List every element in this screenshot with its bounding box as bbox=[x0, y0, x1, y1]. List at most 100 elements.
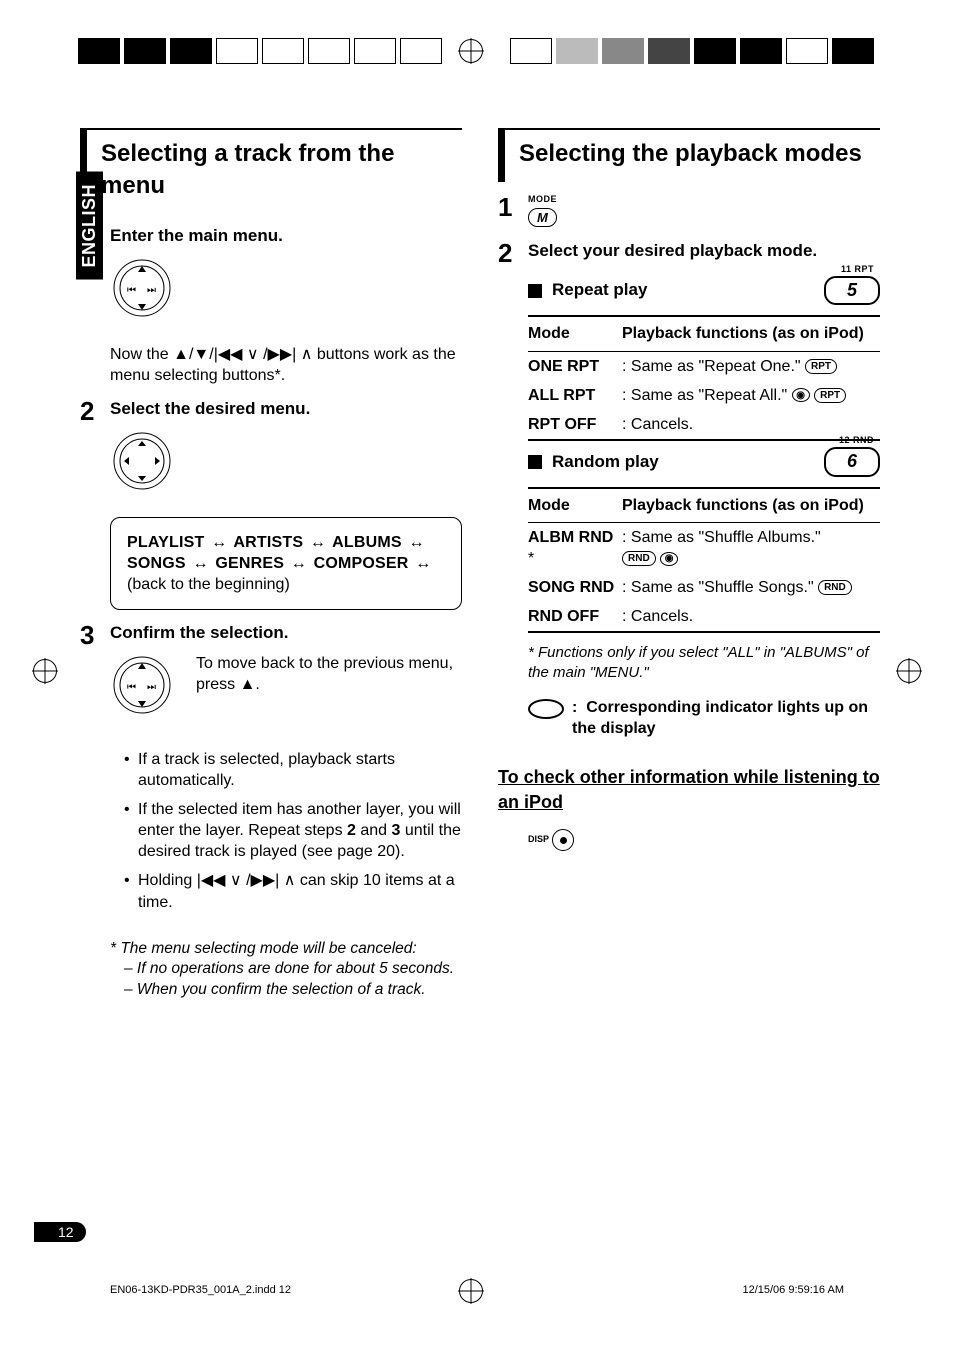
check-heading: To check other information while listeni… bbox=[498, 765, 880, 815]
print-cell bbox=[694, 38, 736, 64]
print-cell bbox=[262, 38, 304, 64]
note-item: – When you confirm the selection of a tr… bbox=[124, 980, 462, 1000]
lcd-value: 6 bbox=[847, 450, 857, 474]
lcd-display: 12 RND 6 bbox=[824, 447, 880, 477]
disp-button: DISP bbox=[528, 829, 574, 851]
desc-cell: : Same as "Shuffle Albums." RND ◉ bbox=[622, 522, 880, 573]
print-cell bbox=[216, 38, 258, 64]
lcd-display: 11 RPT 5 bbox=[824, 276, 880, 306]
random-title: Random play bbox=[552, 451, 814, 473]
step-title: Confirm the selection. bbox=[110, 622, 462, 644]
right-column: Selecting the playback modes 1 MODE M 2 … bbox=[498, 120, 880, 1000]
indicator-text: : Corresponding indicator lights up on t… bbox=[572, 697, 880, 739]
mode-cell: ALBM RND * bbox=[528, 522, 622, 573]
square-icon bbox=[528, 455, 542, 469]
mode-cell: ONE RPT bbox=[528, 351, 622, 381]
print-cell bbox=[648, 38, 690, 64]
repeat-table: Mode Playback functions (as on iPod) ONE… bbox=[528, 315, 880, 440]
section-title-right: Selecting the playback modes bbox=[498, 128, 880, 182]
step-number: 2 bbox=[80, 398, 110, 424]
print-cell bbox=[308, 38, 350, 64]
step-title: Enter the main menu. bbox=[110, 225, 462, 247]
bullet-list: If a track is selected, playback starts … bbox=[124, 749, 462, 913]
lcd-label: 12 RND bbox=[839, 435, 874, 447]
desc-cell: : Cancels. bbox=[622, 602, 880, 632]
desc-cell: : Same as "Shuffle Songs." RND bbox=[622, 573, 880, 602]
menu-line-1: PLAYLIST ↔ ARTISTS ↔ ALBUMS ↔ bbox=[127, 532, 445, 553]
step-number: 2 bbox=[498, 240, 528, 266]
rnd-badge: RND bbox=[622, 551, 656, 566]
page-number: 12 bbox=[34, 1222, 86, 1242]
dpad-icon bbox=[110, 429, 174, 499]
disc-badge: ◉ bbox=[792, 388, 810, 402]
note-block: * The menu selecting mode will be cancel… bbox=[110, 939, 462, 1000]
mode-label: MODE bbox=[528, 194, 880, 206]
print-cell bbox=[832, 38, 874, 64]
menu-back-text: (back to the beginning) bbox=[127, 574, 445, 595]
desc-cell: : Same as "Repeat All." ◉ RPT bbox=[622, 381, 880, 410]
indicator-row: : Corresponding indicator lights up on t… bbox=[528, 697, 880, 739]
print-bar-left bbox=[78, 38, 442, 64]
mode-button: M bbox=[528, 208, 557, 227]
table-header: Playback functions (as on iPod) bbox=[622, 488, 880, 523]
print-cell bbox=[78, 38, 120, 64]
lcd-value: 5 bbox=[847, 279, 857, 303]
lcd-label: 11 RPT bbox=[841, 264, 874, 276]
step-1-right: 1 MODE M bbox=[498, 194, 880, 228]
mode-cell: RND OFF bbox=[528, 602, 622, 632]
page-content: ENGLISH Selecting a track from the menu … bbox=[80, 120, 880, 1000]
desc-cell: : Same as "Repeat One." RPT bbox=[622, 351, 880, 381]
print-cell bbox=[740, 38, 782, 64]
step-side-text: To move back to the previous menu, press… bbox=[196, 645, 462, 695]
step-1: 1 Enter the main menu. ⏮ ⏭ Now the bbox=[80, 225, 462, 386]
language-tab: ENGLISH bbox=[76, 172, 103, 280]
step-2-right: 2 Select your desired playback mode. bbox=[498, 240, 880, 266]
rpt-badge: RPT bbox=[814, 388, 846, 403]
menu-line-2: SONGS ↔ GENRES ↔ COMPOSER ↔ bbox=[127, 553, 445, 574]
table-header: Mode bbox=[528, 316, 622, 351]
step-number: 1 bbox=[498, 194, 528, 220]
rnd-badge: RND bbox=[818, 580, 852, 595]
print-cell bbox=[602, 38, 644, 64]
left-column: Selecting a track from the menu 1 Enter … bbox=[80, 120, 462, 1000]
disp-circle-icon bbox=[552, 829, 574, 851]
step-title: Select the desired menu. bbox=[110, 398, 462, 420]
section-title-left: Selecting a track from the menu bbox=[80, 128, 462, 213]
table-header: Playback functions (as on iPod) bbox=[622, 316, 880, 351]
crosshair-top bbox=[460, 40, 482, 62]
step-title: Select your desired playback mode. bbox=[528, 240, 880, 262]
step-number: 3 bbox=[80, 622, 110, 648]
mode-cell: RPT OFF bbox=[528, 410, 622, 440]
step-body-text: Now the ▲/▼/|◀◀ ∨ /▶▶| ∧ buttons work as… bbox=[110, 344, 462, 386]
disc-badge: ◉ bbox=[660, 552, 678, 566]
indicator-oval-icon bbox=[528, 699, 564, 719]
print-cell bbox=[400, 38, 442, 64]
svg-text:⏭: ⏭ bbox=[147, 285, 156, 296]
random-table: Mode Playback functions (as on iPod) ALB… bbox=[528, 487, 880, 634]
mode-cell: SONG RND bbox=[528, 573, 622, 602]
mode-cell: ALL RPT bbox=[528, 381, 622, 410]
svg-text:⏭: ⏭ bbox=[147, 682, 156, 693]
step-2: 2 Select the desired menu. bbox=[80, 398, 462, 507]
print-cell bbox=[556, 38, 598, 64]
print-cell bbox=[786, 38, 828, 64]
crosshair-left bbox=[34, 660, 56, 682]
dpad-icon: ⏮ ⏭ bbox=[110, 256, 174, 326]
dpad-icon: ⏮ ⏭ bbox=[110, 653, 174, 723]
note-item: – If no operations are done for about 5 … bbox=[124, 959, 462, 979]
svg-text:⏮: ⏮ bbox=[127, 682, 136, 693]
bullet-item: Holding |◀◀ ∨ /▶▶| ∧ can skip 10 items a… bbox=[124, 870, 462, 912]
table-header: Mode bbox=[528, 488, 622, 523]
square-icon bbox=[528, 284, 542, 298]
crosshair-right bbox=[898, 660, 920, 682]
bullet-item: If the selected item has another layer, … bbox=[124, 799, 462, 862]
menu-box: PLAYLIST ↔ ARTISTS ↔ ALBUMS ↔ SONGS ↔ GE… bbox=[110, 517, 462, 611]
svg-text:⏮: ⏮ bbox=[127, 285, 136, 296]
random-footnote: * Functions only if you select "ALL" in … bbox=[528, 643, 880, 683]
note-lead: * The menu selecting mode will be cancel… bbox=[110, 939, 462, 959]
print-cell bbox=[510, 38, 552, 64]
repeat-title: Repeat play bbox=[552, 279, 814, 301]
rpt-badge: RPT bbox=[805, 359, 837, 374]
print-cell bbox=[354, 38, 396, 64]
print-cell bbox=[170, 38, 212, 64]
